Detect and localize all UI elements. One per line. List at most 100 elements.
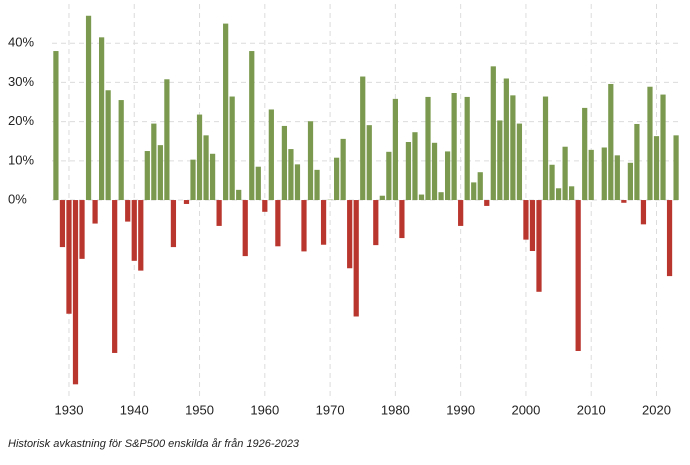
y-tick-label: 30% (8, 74, 34, 89)
bar (249, 51, 255, 201)
x-tick-label: 1990 (446, 402, 475, 417)
bar (503, 78, 509, 201)
bar (236, 189, 242, 201)
bar (229, 96, 235, 201)
x-tick-label: 1980 (381, 402, 410, 417)
bar (484, 200, 490, 206)
bar (190, 159, 196, 201)
bar (542, 96, 549, 201)
y-tick-label: 20% (8, 113, 34, 128)
bar (608, 83, 614, 201)
bar (418, 194, 425, 201)
bar (347, 200, 353, 269)
bar (105, 90, 111, 201)
bar (334, 157, 340, 201)
bar (255, 166, 261, 201)
bar (275, 200, 281, 247)
bar (490, 66, 496, 201)
bar (320, 200, 327, 245)
bar (477, 172, 483, 201)
bar (203, 135, 209, 201)
bar (451, 93, 457, 201)
bar (516, 123, 523, 201)
bar (151, 123, 157, 201)
bar (170, 200, 177, 248)
bar (627, 162, 633, 201)
bar (242, 200, 248, 257)
bar (425, 96, 431, 201)
y-tick-label: 0% (8, 191, 27, 206)
bar (497, 120, 503, 201)
bar (392, 98, 398, 201)
bar (79, 200, 85, 259)
bar (183, 200, 190, 204)
bar (549, 164, 555, 201)
bar (360, 76, 366, 201)
bar (471, 182, 477, 201)
bar (138, 200, 144, 271)
bar (562, 146, 568, 201)
bar (438, 192, 444, 201)
bar (209, 153, 216, 201)
bar (647, 86, 653, 201)
bar (458, 200, 464, 226)
bar (555, 188, 562, 201)
bar (444, 151, 451, 201)
x-tick-label: 1960 (250, 402, 279, 417)
bar (621, 200, 627, 203)
bar (510, 95, 516, 201)
bar (582, 107, 588, 201)
bar (307, 121, 314, 201)
caption: Historisk avkastning för S&P500 enskilda… (8, 438, 300, 450)
x-tick-label: 2010 (577, 402, 606, 417)
bar (131, 200, 137, 261)
bar (640, 200, 647, 225)
x-tick-label: 2020 (642, 402, 671, 417)
bar (431, 142, 438, 201)
bar (569, 186, 575, 201)
bar (660, 94, 666, 201)
bar (268, 109, 274, 201)
bar (288, 149, 294, 201)
y-tick-label: 10% (8, 152, 34, 167)
bar (294, 164, 301, 201)
bar (164, 79, 170, 201)
bar (125, 200, 131, 222)
bar (112, 200, 118, 353)
x-tick-label: 1930 (55, 402, 84, 417)
bar (464, 96, 470, 201)
bar (92, 200, 98, 224)
bar (99, 37, 105, 201)
bar (216, 200, 222, 226)
bar (301, 200, 307, 252)
bar (196, 114, 203, 201)
bar (262, 200, 268, 212)
y-tick-label: 40% (8, 35, 34, 50)
bar (379, 195, 385, 201)
bar (412, 132, 418, 201)
bar (614, 155, 620, 201)
bar (673, 135, 679, 201)
bar (601, 147, 607, 201)
bar (281, 125, 288, 201)
bar (59, 200, 66, 248)
bar (66, 200, 72, 314)
bar (353, 200, 359, 317)
bar (85, 15, 92, 201)
bar (373, 200, 379, 246)
x-tick-label: 1950 (185, 402, 214, 417)
x-tick-label: 2000 (511, 402, 540, 417)
bar (53, 51, 59, 201)
x-tick-label: 1970 (316, 402, 345, 417)
bar (144, 151, 150, 201)
bar (523, 200, 529, 240)
bar (118, 100, 124, 201)
bar (223, 23, 229, 201)
bar (405, 142, 412, 201)
bar (314, 169, 320, 201)
bar (366, 125, 372, 201)
bar (399, 200, 405, 239)
bar (386, 151, 392, 201)
bar (653, 136, 660, 201)
